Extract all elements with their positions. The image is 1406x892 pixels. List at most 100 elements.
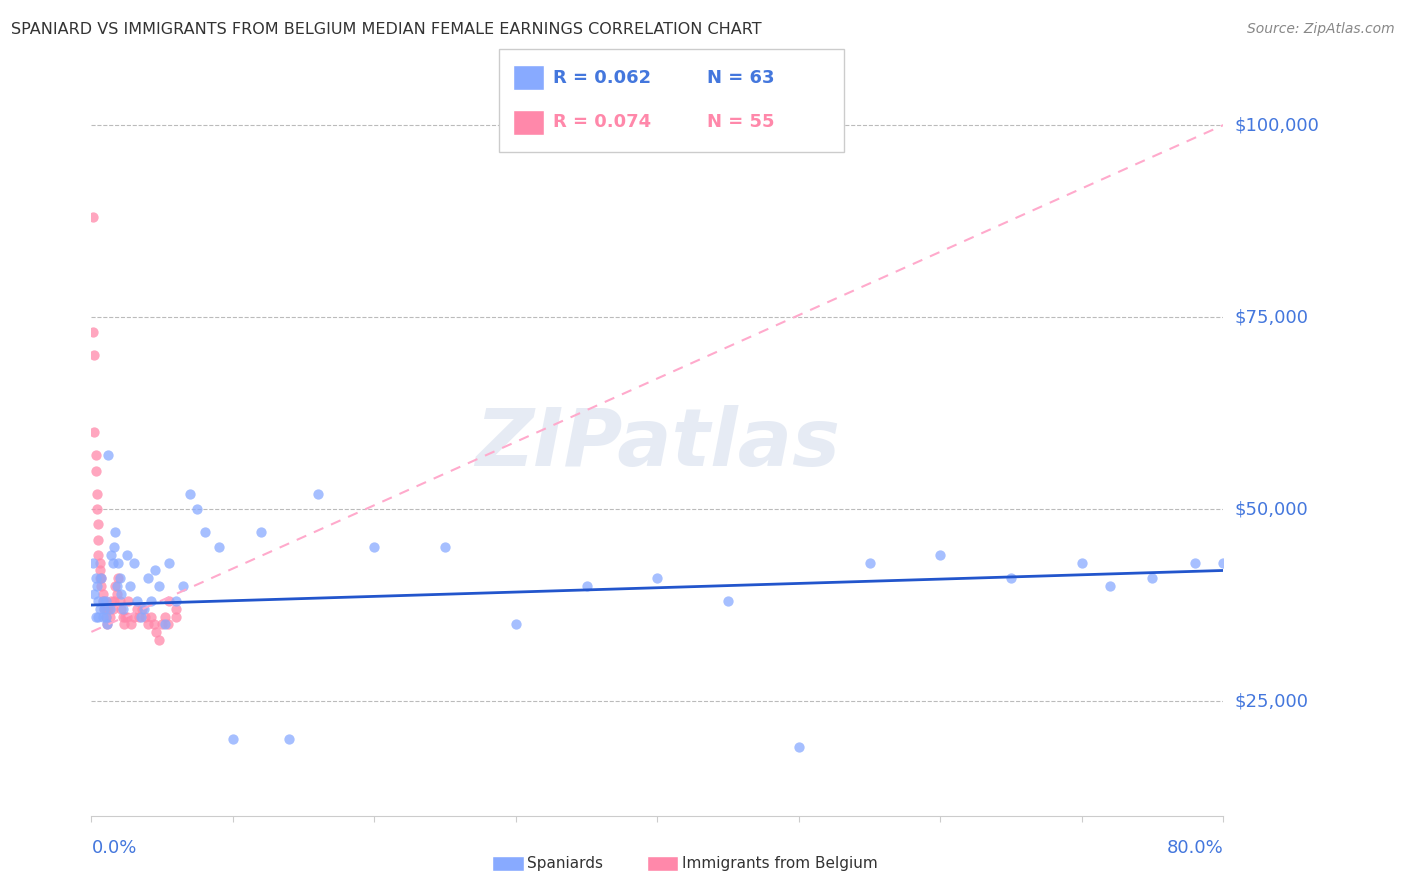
Point [87, 533, 110, 547]
Text: R = 0.074: R = 0.074 [553, 113, 651, 131]
Point [107, 556, 129, 570]
Point [90, 571, 112, 585]
Point [208, 541, 231, 555]
Point [157, 556, 180, 570]
Point [91, 609, 114, 624]
Point [84, 571, 107, 585]
Point [125, 594, 148, 608]
Point [122, 609, 145, 624]
Point [93, 602, 115, 616]
Text: $50,000: $50,000 [1234, 500, 1309, 518]
Point [222, 732, 245, 747]
Point [1142, 571, 1164, 585]
Point [125, 602, 148, 616]
Point [105, 586, 128, 600]
Point [150, 617, 173, 632]
Point [105, 579, 128, 593]
Point [94, 609, 117, 624]
Point [134, 609, 156, 624]
Point [89, 556, 111, 570]
Point [142, 617, 165, 632]
Point [108, 594, 131, 608]
Point [98, 602, 121, 616]
Point [98, 609, 121, 624]
Point [108, 571, 131, 585]
Point [1070, 556, 1092, 570]
Point [1000, 571, 1022, 585]
Text: Spaniards: Spaniards [527, 856, 603, 871]
Point [148, 632, 170, 647]
Point [91, 586, 114, 600]
Point [91, 594, 114, 608]
Point [120, 617, 142, 632]
Point [129, 609, 152, 624]
Point [929, 548, 952, 562]
Text: Immigrants from Belgium: Immigrants from Belgium [682, 856, 877, 871]
Text: $100,000: $100,000 [1234, 116, 1319, 134]
Point [645, 571, 668, 585]
Point [434, 541, 457, 555]
Point [858, 556, 880, 570]
Point [153, 609, 176, 624]
Point [96, 617, 118, 632]
Point [84, 448, 107, 462]
Point [84, 609, 107, 624]
Point [122, 556, 145, 570]
Point [139, 594, 162, 608]
Point [96, 617, 118, 632]
Point [83, 586, 105, 600]
Text: N = 55: N = 55 [707, 113, 775, 131]
Point [787, 740, 810, 755]
Point [86, 579, 108, 593]
Text: 80.0%: 80.0% [1167, 839, 1223, 857]
Text: N = 63: N = 63 [707, 69, 775, 87]
Point [89, 602, 111, 616]
Point [86, 502, 108, 516]
Point [145, 624, 167, 639]
Point [90, 579, 112, 593]
Point [100, 594, 122, 608]
Point [1098, 579, 1121, 593]
Point [179, 486, 201, 500]
Point [103, 541, 125, 555]
Point [93, 602, 115, 616]
Point [90, 571, 112, 585]
Point [83, 425, 105, 440]
Text: ZIPatlas: ZIPatlas [475, 405, 839, 483]
Point [101, 602, 124, 616]
Text: $75,000: $75,000 [1234, 308, 1309, 326]
Point [717, 594, 740, 608]
Point [193, 524, 217, 539]
Point [505, 617, 527, 632]
Point [103, 594, 125, 608]
Point [143, 564, 166, 578]
Point [84, 464, 107, 478]
Point [115, 548, 138, 562]
Point [165, 594, 187, 608]
Point [148, 579, 170, 593]
Text: R = 0.062: R = 0.062 [553, 69, 651, 87]
Point [110, 602, 132, 616]
Point [136, 571, 159, 585]
Point [165, 609, 187, 624]
Point [82, 326, 104, 340]
Point [157, 594, 180, 608]
Point [118, 579, 141, 593]
Text: SPANIARD VS IMMIGRANTS FROM BELGIUM MEDIAN FEMALE EARNINGS CORRELATION CHART: SPANIARD VS IMMIGRANTS FROM BELGIUM MEDI… [11, 22, 762, 37]
Point [104, 579, 127, 593]
Text: Source: ZipAtlas.com: Source: ZipAtlas.com [1247, 22, 1395, 37]
Point [1212, 556, 1234, 570]
Point [307, 486, 329, 500]
Point [165, 602, 187, 616]
Point [101, 556, 124, 570]
Point [82, 211, 104, 225]
Point [112, 617, 135, 632]
Point [153, 617, 176, 632]
Point [136, 617, 159, 632]
Point [100, 548, 122, 562]
Point [94, 609, 117, 624]
Point [93, 594, 115, 608]
Point [131, 602, 153, 616]
Text: 0.0%: 0.0% [91, 839, 136, 857]
Point [363, 541, 385, 555]
